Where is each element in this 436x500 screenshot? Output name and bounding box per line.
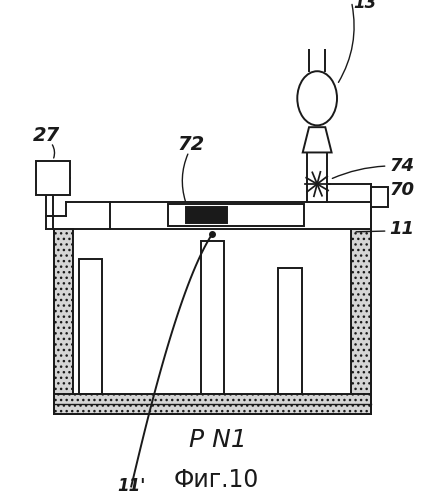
Text: 13': 13' bbox=[353, 0, 382, 12]
Bar bbox=[54, 229, 73, 414]
Text: Фиг.10: Фиг.10 bbox=[174, 468, 259, 492]
Text: 27: 27 bbox=[33, 126, 60, 144]
Bar bbox=[307, 152, 327, 202]
Bar bbox=[351, 229, 371, 414]
Bar bbox=[73, 229, 351, 394]
Bar bbox=[201, 241, 224, 394]
Bar bbox=[278, 268, 302, 394]
Bar bbox=[54, 394, 371, 414]
Bar bbox=[371, 187, 388, 206]
Text: 72: 72 bbox=[177, 135, 204, 154]
Text: 11': 11' bbox=[118, 477, 146, 495]
Bar bbox=[35, 160, 70, 195]
Ellipse shape bbox=[297, 71, 337, 126]
Polygon shape bbox=[303, 127, 332, 152]
Bar bbox=[109, 202, 371, 229]
Text: 11: 11 bbox=[389, 220, 414, 238]
Text: 70: 70 bbox=[389, 181, 414, 199]
Bar bbox=[168, 204, 303, 226]
Bar bbox=[79, 259, 102, 394]
Text: 74: 74 bbox=[389, 156, 414, 174]
Text: P N1: P N1 bbox=[189, 428, 247, 452]
Bar bbox=[186, 206, 227, 223]
